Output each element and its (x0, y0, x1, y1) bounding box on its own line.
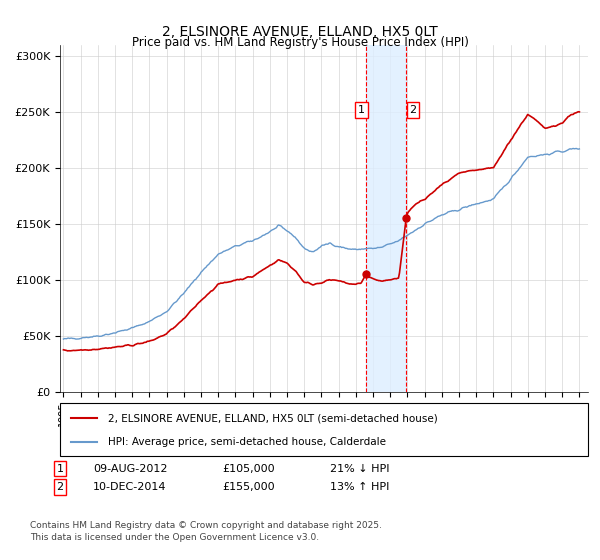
Text: This data is licensed under the Open Government Licence v3.0.: This data is licensed under the Open Gov… (30, 533, 319, 542)
Bar (366, 45, 406, 392)
Text: 2, ELSINORE AVENUE, ELLAND, HX5 0LT (semi-detached house): 2, ELSINORE AVENUE, ELLAND, HX5 0LT (sem… (107, 413, 437, 423)
Text: HPI: Average price, semi-detached house, Calderdale: HPI: Average price, semi-detached house,… (107, 436, 386, 446)
Text: 2: 2 (56, 482, 64, 492)
Text: 13% ↑ HPI: 13% ↑ HPI (330, 482, 389, 492)
FancyBboxPatch shape (60, 403, 588, 456)
Text: 2: 2 (409, 105, 416, 115)
Text: 10-DEC-2014: 10-DEC-2014 (93, 482, 167, 492)
Text: 09-AUG-2012: 09-AUG-2012 (93, 464, 167, 474)
Text: 2, ELSINORE AVENUE, ELLAND, HX5 0LT: 2, ELSINORE AVENUE, ELLAND, HX5 0LT (162, 25, 438, 39)
Text: 21% ↓ HPI: 21% ↓ HPI (330, 464, 389, 474)
Text: 1: 1 (358, 105, 365, 115)
Text: Price paid vs. HM Land Registry's House Price Index (HPI): Price paid vs. HM Land Registry's House … (131, 36, 469, 49)
Text: 1: 1 (56, 464, 64, 474)
Text: £155,000: £155,000 (222, 482, 275, 492)
Text: Contains HM Land Registry data © Crown copyright and database right 2025.: Contains HM Land Registry data © Crown c… (30, 521, 382, 530)
Text: £105,000: £105,000 (222, 464, 275, 474)
